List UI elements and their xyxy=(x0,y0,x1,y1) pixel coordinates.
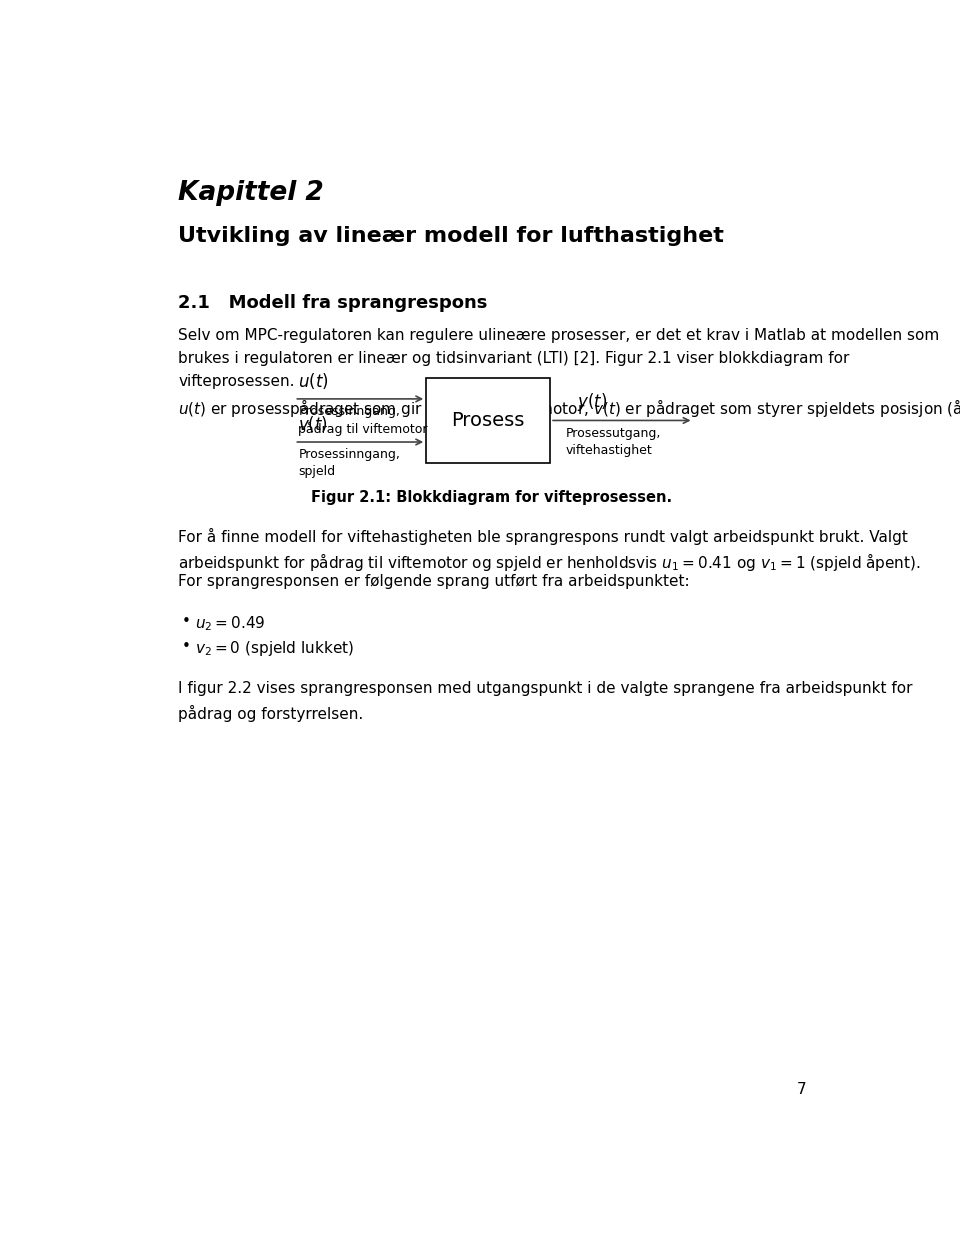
Text: Prosessinngang,
spjeld: Prosessinngang, spjeld xyxy=(299,448,400,478)
Text: 2.1   Modell fra sprangrespons: 2.1 Modell fra sprangrespons xyxy=(179,294,488,312)
Text: brukes i regulatoren er lineær og tidsinvariant (LTI) [2]. Figur 2.1 viser blokk: brukes i regulatoren er lineær og tidsin… xyxy=(179,351,850,366)
Text: $\mathit{u}_2 = 0.49$: $\mathit{u}_2 = 0.49$ xyxy=(195,614,266,633)
Text: arbeidspunkt for pådrag til viftemotor og spjeld er henholdsvis $\mathit{u}_1 = : arbeidspunkt for pådrag til viftemotor o… xyxy=(179,551,921,574)
Text: For sprangresponsen er følgende sprang utført fra arbeidspunktet:: For sprangresponsen er følgende sprang u… xyxy=(179,575,689,590)
Text: Kapittel 2: Kapittel 2 xyxy=(179,180,324,206)
Text: $u(t)$: $u(t)$ xyxy=(299,371,329,391)
Text: Prosessutgang,
viftehastighet: Prosessutgang, viftehastighet xyxy=(565,426,661,457)
Text: vifteprosessen.: vifteprosessen. xyxy=(179,375,295,389)
Text: Prosessinngang,
pådrag til viftemotor: Prosessinngang, pådrag til viftemotor xyxy=(299,405,428,437)
Bar xyxy=(426,379,550,463)
Text: 7: 7 xyxy=(796,1082,805,1097)
Text: $\mathit{v}_2 = 0$ (spjeld lukket): $\mathit{v}_2 = 0$ (spjeld lukket) xyxy=(195,639,354,658)
Text: $v(t)$: $v(t)$ xyxy=(299,414,328,434)
Text: I figur 2.2 vises sprangresponsen med utgangspunkt i de valgte sprangene fra arb: I figur 2.2 vises sprangresponsen med ut… xyxy=(179,682,913,697)
Text: •: • xyxy=(182,614,191,629)
Text: Utvikling av lineær modell for lufthastighet: Utvikling av lineær modell for lufthasti… xyxy=(179,226,724,247)
Text: Figur 2.1: Blokkdiagram for vifteprosessen.: Figur 2.1: Blokkdiagram for vifteprosess… xyxy=(311,489,673,504)
Text: $\mathit{u(t)}$ er prosesspådraget som gir pådrag til viftemotor, $\mathit{v(t)}: $\mathit{u(t)}$ er prosesspådraget som g… xyxy=(179,398,960,419)
Text: pådrag og forstyrrelsen.: pådrag og forstyrrelsen. xyxy=(179,704,364,722)
Text: For å finne modell for viftehastigheten ble sprangrespons rundt valgt arbeidspun: For å finne modell for viftehastigheten … xyxy=(179,528,908,545)
Text: $y(t)$: $y(t)$ xyxy=(577,391,608,413)
Text: •: • xyxy=(182,639,191,654)
Text: Prosess: Prosess xyxy=(451,411,525,430)
Text: Selv om MPC-regulatoren kan regulere ulineære prosesser, er det et krav i Matlab: Selv om MPC-regulatoren kan regulere uli… xyxy=(179,328,940,343)
